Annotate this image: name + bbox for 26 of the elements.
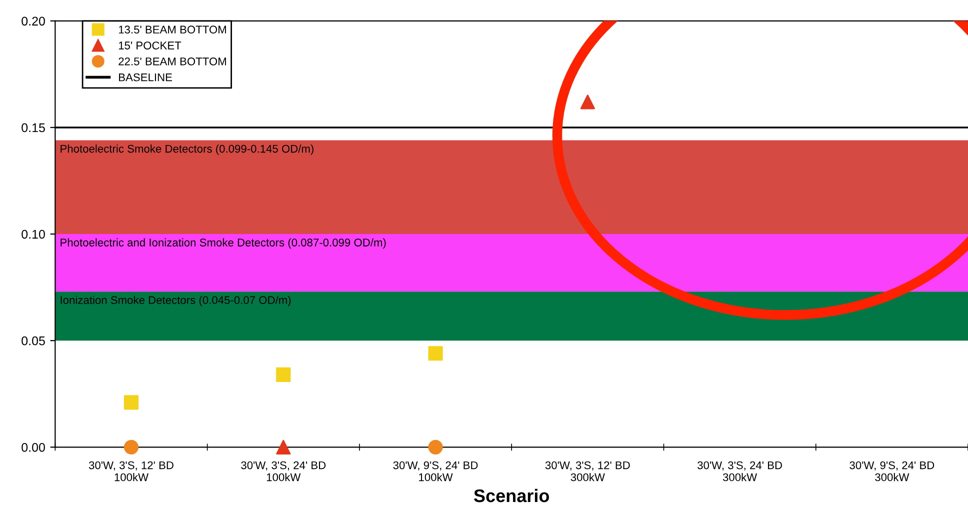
band-label: Ionization Smoke Detectors (0.045-0.07 OD/m)	[60, 296, 291, 306]
point	[580, 94, 595, 110]
x-axis-title: Scenario	[474, 488, 550, 502]
legend-label: 13.5' BEAM BOTTOM	[118, 26, 226, 34]
point	[124, 395, 139, 410]
y-tick-label: 0.20	[22, 16, 45, 26]
x-tick-label: 30'W, 3'S, 12' BD 100kW	[88, 461, 174, 482]
y-tick-label: 0.10	[22, 230, 45, 239]
band-label: Photoelectric Smoke Detectors (0.099-0.145 OD/m)	[60, 144, 314, 155]
point	[124, 440, 139, 454]
y-tick-label: 0.05	[22, 336, 45, 346]
x-tick-label: 30'W, 3'S, 24' BD 300kW	[698, 461, 782, 482]
band-label: Photoelectric and Ionization Smoke Detectors (0.087-0.099 OD/m)	[60, 238, 386, 249]
y-tick-label: 0.15	[22, 123, 45, 132]
point	[276, 440, 291, 454]
x-tick-label: 30'W, 3'S, 12' BD 300kW	[545, 461, 630, 482]
point	[428, 440, 443, 454]
legend-label: 22.5' BEAM BOTTOM	[118, 57, 226, 66]
x-tick-label: 30'W, 9'S, 24' BD 100kW	[393, 461, 478, 482]
point	[276, 367, 291, 382]
x-tick-label: 30'W, 9'S, 24' BD 300kW	[850, 461, 934, 482]
legend-label: BASELINE	[119, 73, 172, 82]
x-tick-label: 30'W, 3'S, 24' BD 100kW	[241, 461, 326, 482]
legend-label: 15' POCKET	[118, 42, 182, 50]
point	[428, 346, 443, 361]
y-tick-label: 0.00	[22, 442, 45, 452]
